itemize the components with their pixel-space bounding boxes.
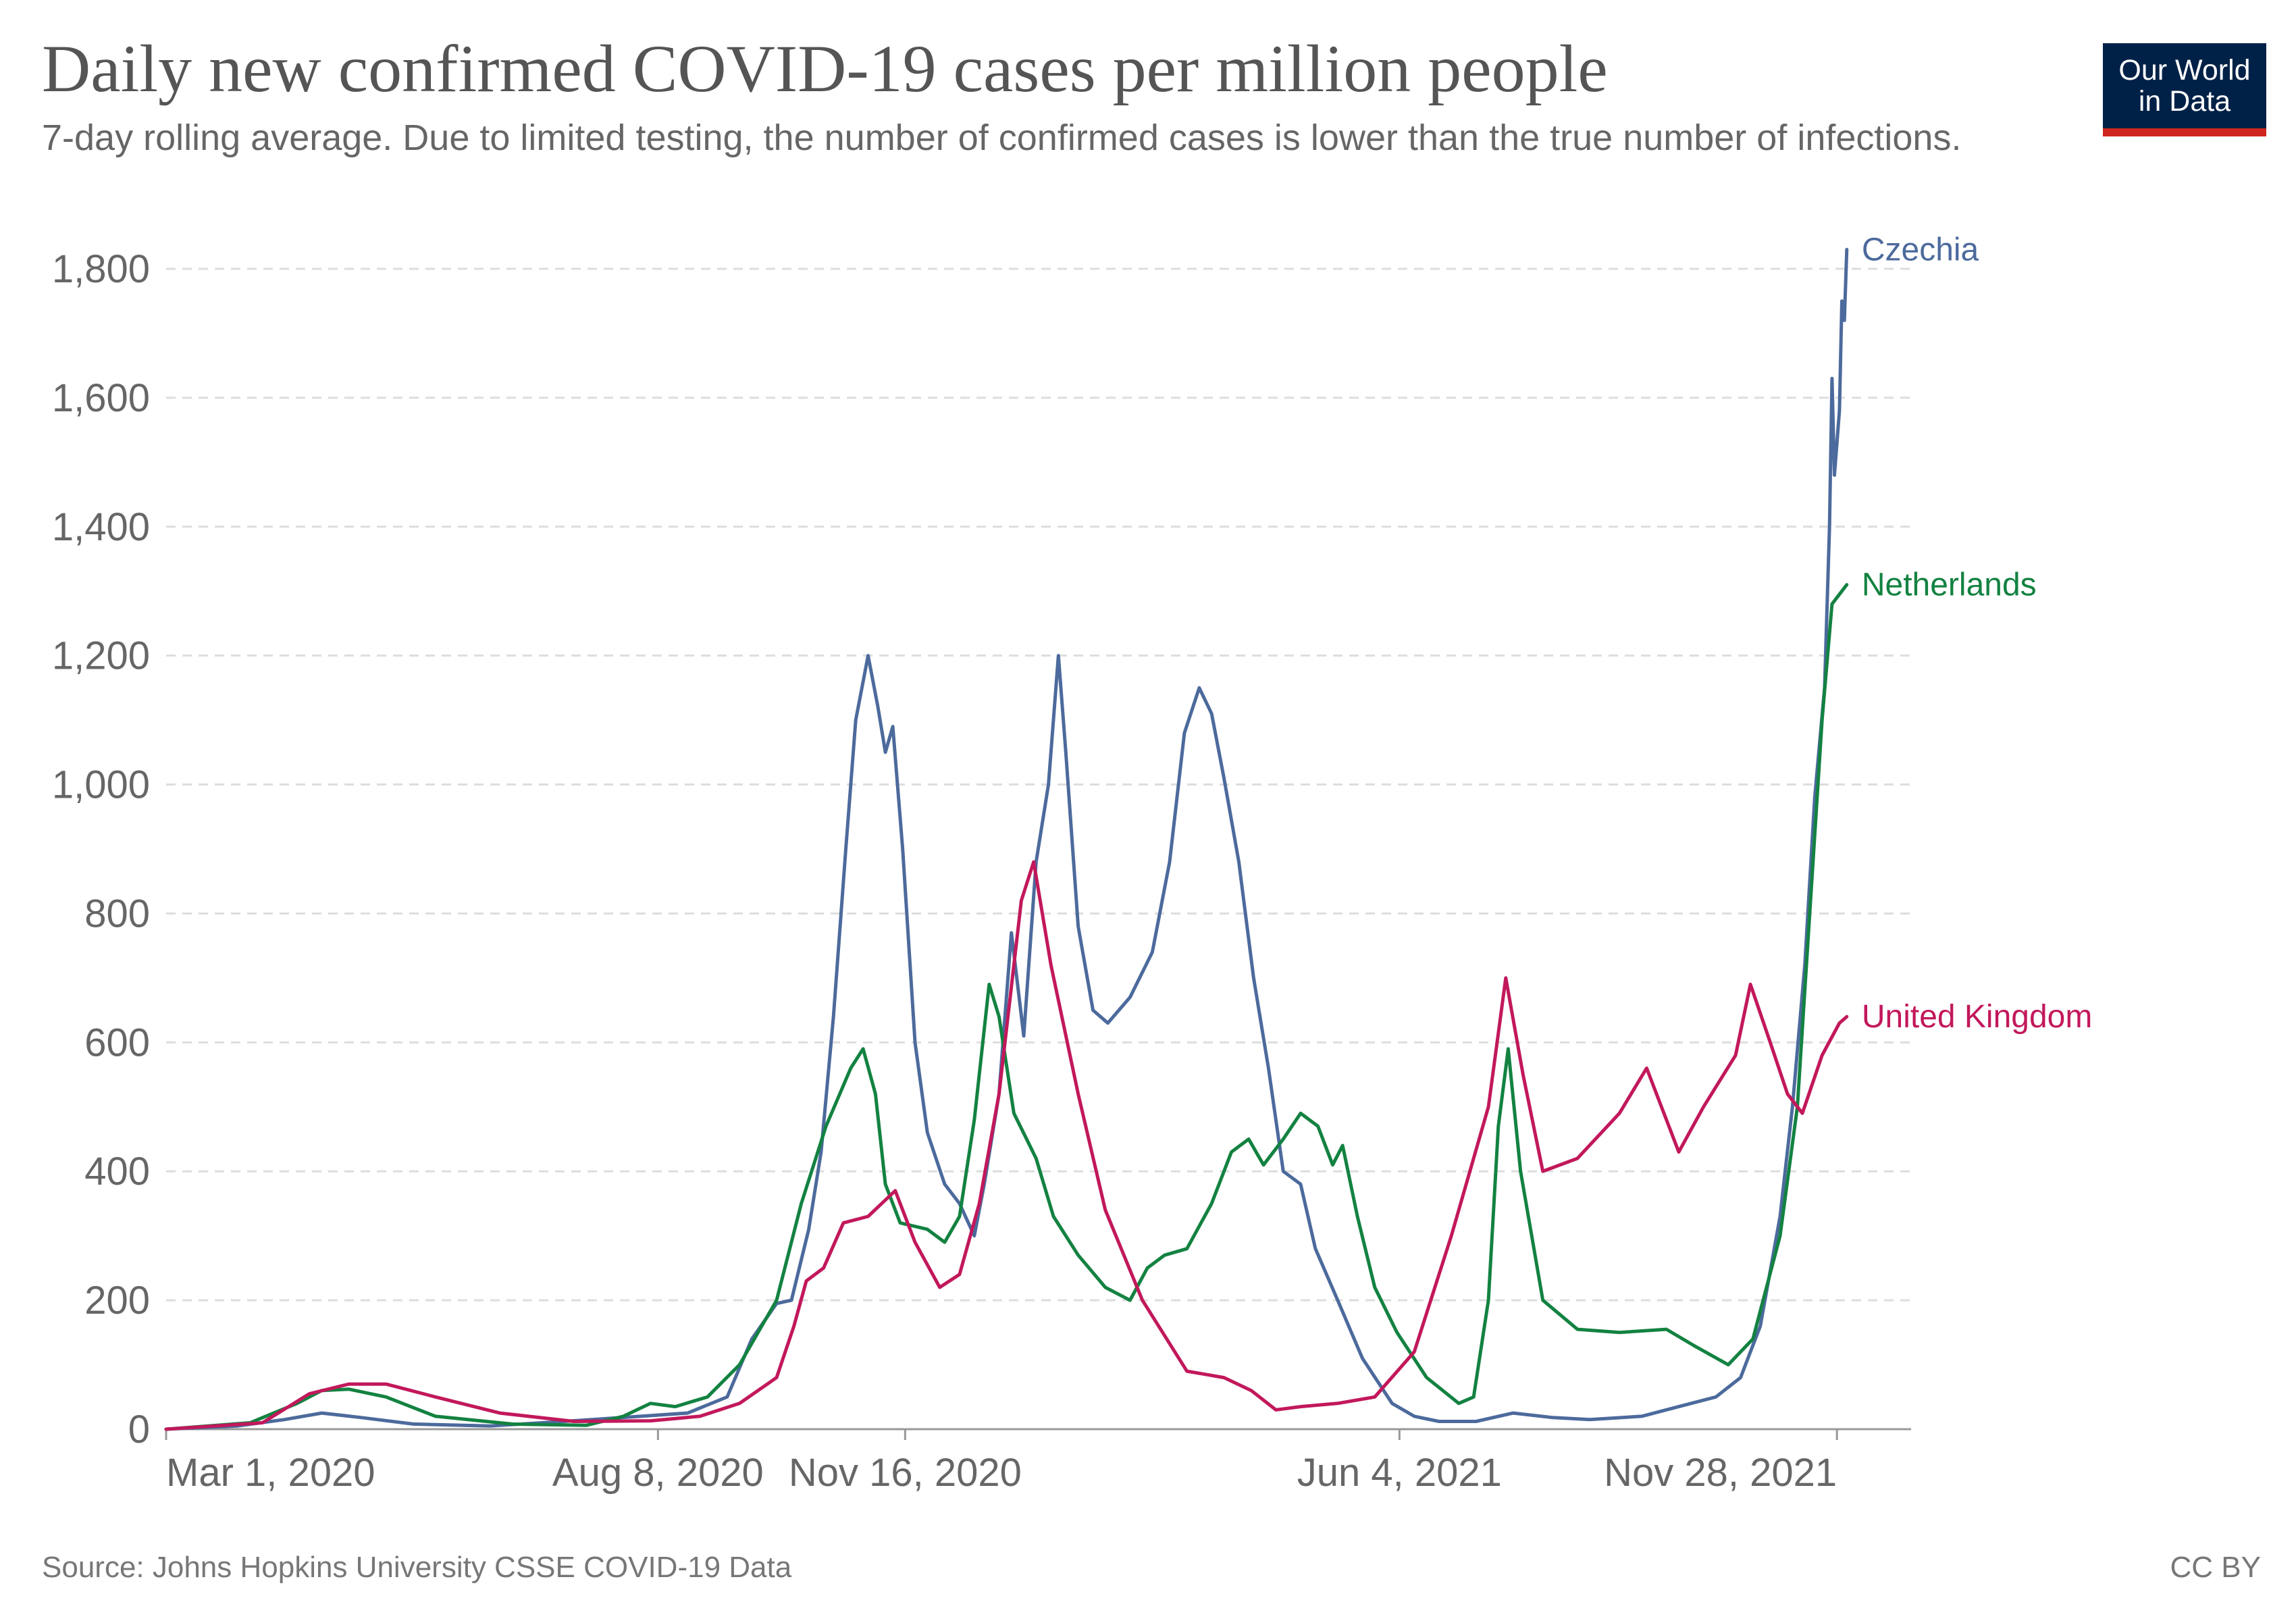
y-tick-label: 1,800: [52, 247, 150, 291]
series-label-czechia: Czechia: [1862, 232, 1979, 267]
gridlines: [166, 267, 1911, 1302]
series-label-netherlands: Netherlands: [1862, 567, 2037, 603]
y-tick-label: 200: [84, 1279, 150, 1322]
y-tick-label: 1,400: [52, 505, 150, 549]
source-note[interactable]: Source: Johns Hopkins University CSSE CO…: [42, 1551, 792, 1584]
x-tick-label: Mar 1, 2020: [166, 1451, 375, 1495]
y-tick-label: 600: [84, 1021, 150, 1064]
owid-logo[interactable]: Our World in Data: [2103, 43, 2266, 136]
x-tick-label: Nov 28, 2021: [1604, 1451, 1837, 1495]
logo-line-1: Our World: [2118, 54, 2251, 86]
chart-subtitle: 7-day rolling average. Due to limited te…: [42, 118, 1962, 158]
y-tick-label: 1,200: [52, 634, 150, 678]
y-axis-tick-labels: 0 200 400 600 800 1,000 1,200 1,400 1,600 1,800: [52, 247, 150, 1451]
series-line-netherlands: [164, 583, 1849, 1431]
x-axis: Mar 1, 2020 Aug 8, 2020 Nov 16, 2020 Jun 4,…: [165, 1428, 1911, 1495]
y-tick-label: 400: [84, 1150, 150, 1193]
y-tick-label: 800: [84, 892, 150, 935]
x-tick-label: Aug 8, 2020: [552, 1451, 764, 1495]
series-line-united-kingdom: [164, 860, 1849, 1431]
series-line-czechia: [164, 247, 1849, 1431]
y-tick-label: 0: [128, 1408, 150, 1451]
logo-line-2: in Data: [2138, 85, 2231, 118]
y-tick-label: 1,000: [52, 763, 150, 807]
series-label-united-kingdom: United Kingdom: [1862, 999, 2093, 1035]
series-labels: Czechia Netherlands United Kingdom: [1862, 232, 2093, 1035]
x-tick-label: Jun 4, 2021: [1297, 1451, 1502, 1495]
chart-title: Daily new confirmed COVID-19 cases per m…: [42, 31, 1608, 106]
x-tick-label: Nov 16, 2020: [789, 1451, 1022, 1495]
series-lines: [164, 247, 1849, 1431]
y-tick-label: 1,600: [52, 376, 150, 420]
license-note[interactable]: CC BY: [2170, 1551, 2261, 1584]
